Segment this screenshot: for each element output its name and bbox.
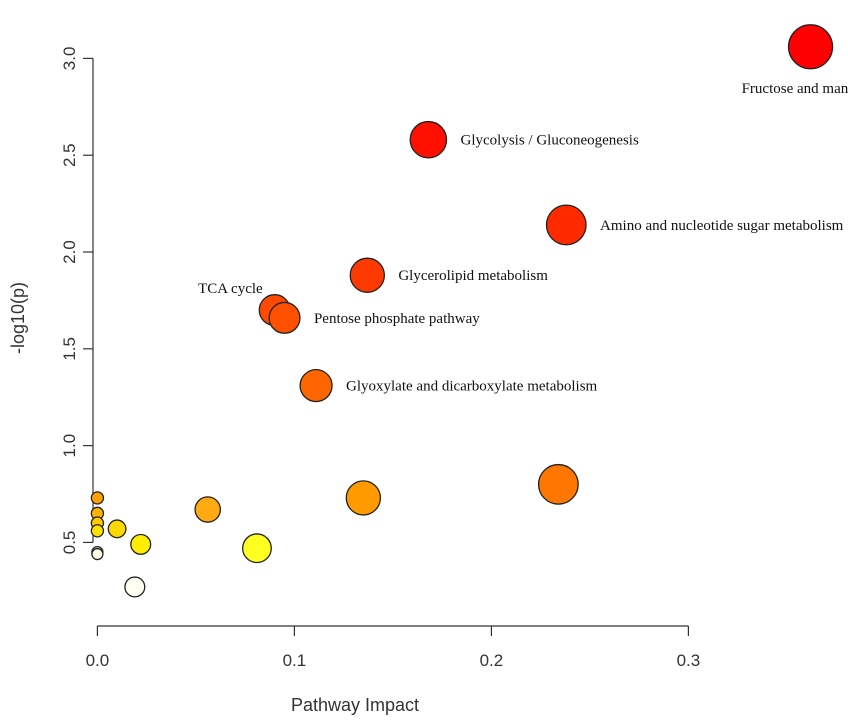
x-tick-label: 0.1 — [283, 651, 307, 670]
data-point — [409, 120, 448, 159]
y-tick-label: 1.0 — [60, 434, 79, 458]
data-point — [268, 301, 301, 334]
point-label: Glycolysis / Gluconeogenesis — [461, 133, 639, 149]
axes: 0.5 1.0 1.5 2.0 2.5 3.0 0.0 0.1 0.2 0.3 — [60, 47, 700, 670]
data-point — [91, 547, 104, 561]
data-point — [90, 491, 105, 505]
data-point — [107, 519, 127, 539]
point-label: Fructose and mannose metabolism — [742, 81, 848, 97]
x-tick-label: 0.2 — [480, 651, 504, 670]
y-axis-title: -log10(p) — [8, 282, 28, 354]
data-point — [194, 496, 222, 523]
y-tick-label: 2.5 — [60, 143, 79, 167]
data-point — [345, 480, 382, 516]
data-point — [299, 369, 333, 403]
point-label: TCA cycle — [198, 281, 263, 297]
data-point — [90, 524, 105, 538]
x-axis-title: Pathway Impact — [291, 695, 419, 715]
y-tick-label: 0.5 — [60, 531, 79, 555]
data-point — [537, 463, 579, 505]
point-labels: Fructose and mannose metabolism Glycolysi… — [198, 81, 848, 395]
data-point — [349, 257, 385, 293]
y-tick-label: 1.5 — [60, 337, 79, 361]
x-tick-label: 0.0 — [86, 651, 110, 670]
y-tick-label: 3.0 — [60, 47, 79, 71]
data-point — [124, 576, 146, 598]
point-label: Pentose phosphate pathway — [314, 311, 480, 327]
y-tick-label: 2.0 — [60, 240, 79, 264]
data-point — [242, 533, 272, 564]
point-label: Glyoxylate and dicarboxylate metabolism — [346, 379, 598, 395]
data-points — [90, 24, 834, 598]
data-point — [545, 204, 587, 246]
point-label: Amino and nucleotide sugar metabolism — [600, 218, 844, 234]
point-label: Glycerolipid metabolism — [398, 268, 548, 284]
x-tick-label: 0.3 — [677, 651, 701, 670]
data-point — [130, 533, 152, 555]
data-point — [787, 24, 834, 70]
